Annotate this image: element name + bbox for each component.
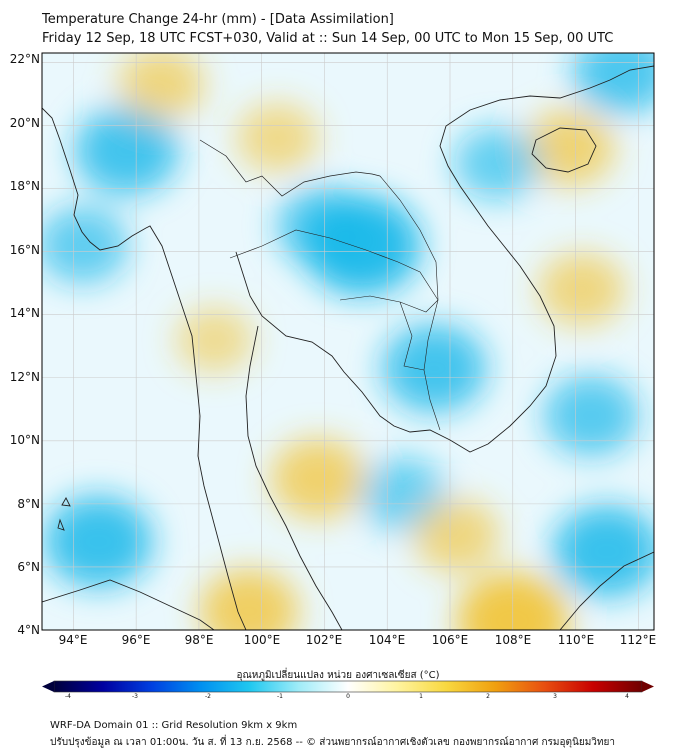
colorbar-tick: 0 — [346, 693, 350, 700]
cold-anomaly — [543, 375, 639, 457]
colorbar-tick: 3 — [553, 693, 557, 700]
colorbar-tick: -2 — [205, 693, 211, 700]
footer-model-info: WRF-DA Domain 01 :: Grid Resolution 9km … — [50, 720, 298, 731]
lon-label: 98°E — [184, 633, 214, 647]
lon-label: 106°E — [431, 633, 469, 647]
lat-label: 20°N — [9, 116, 40, 130]
lat-label: 14°N — [9, 306, 40, 320]
colorbar-min-extend — [42, 681, 54, 692]
colorbar-tick: 4 — [625, 693, 629, 700]
lat-label: 4°N — [17, 623, 40, 637]
cold-anomaly — [453, 126, 541, 201]
lat-label: 10°N — [9, 433, 40, 447]
colorbar-max-extend — [642, 681, 654, 692]
lat-label: 6°N — [17, 560, 40, 574]
colorbar-label: อุณหภูมิเปลี่ยนแปลง หน่วย องศาเซลเซียส (… — [236, 670, 440, 681]
warm-anomaly — [538, 252, 626, 327]
anomaly-field — [42, 53, 654, 630]
lon-label: 110°E — [557, 633, 595, 647]
graticule — [42, 53, 654, 630]
cold-anomaly — [552, 505, 654, 598]
lon-label: 108°E — [494, 633, 532, 647]
colorbar-tick: -3 — [132, 693, 138, 700]
map-title: Temperature Change 24-hr (mm) - [Data As… — [42, 12, 394, 27]
warm-anomaly — [523, 109, 615, 187]
lat-label: 16°N — [9, 243, 40, 257]
lat-label: 12°N — [9, 370, 40, 384]
colorbar-tick: 1 — [419, 693, 423, 700]
warm-anomaly — [270, 438, 366, 520]
coastlines — [42, 65, 654, 630]
lat-label: 22°N — [9, 52, 40, 66]
warm-anomaly — [175, 306, 254, 373]
lon-label: 104°E — [368, 633, 406, 647]
lon-label: 96°E — [121, 633, 151, 647]
cold-anomaly — [44, 495, 153, 588]
colorbar-tick: 2 — [486, 693, 490, 700]
warm-anomaly — [236, 103, 319, 173]
warm-anomaly — [118, 53, 205, 122]
lon-label: 112°E — [619, 633, 657, 647]
lat-label: 18°N — [9, 179, 40, 193]
lon-label: 94°E — [58, 633, 88, 647]
map-frame — [41, 52, 655, 631]
footer-credit: ปรับปรุงข้อมูล ณ เวลา 01:00น. วัน ส. ที่… — [50, 737, 615, 748]
lat-label: 8°N — [17, 497, 40, 511]
lon-label: 102°E — [305, 633, 343, 647]
warm-anomaly — [413, 498, 500, 573]
cold-anomaly — [74, 106, 179, 195]
cold-anomaly — [572, 53, 654, 115]
cold-anomaly — [382, 324, 487, 413]
colorbar-tick: -4 — [65, 693, 71, 700]
colorbar-tick: -1 — [277, 693, 283, 700]
cold-anomaly — [42, 206, 129, 284]
lon-label: 100°E — [243, 633, 281, 647]
map-subtitle: Friday 12 Sep, 18 UTC FCST+030, Valid at… — [42, 31, 614, 46]
warm-anomaly — [199, 568, 299, 630]
